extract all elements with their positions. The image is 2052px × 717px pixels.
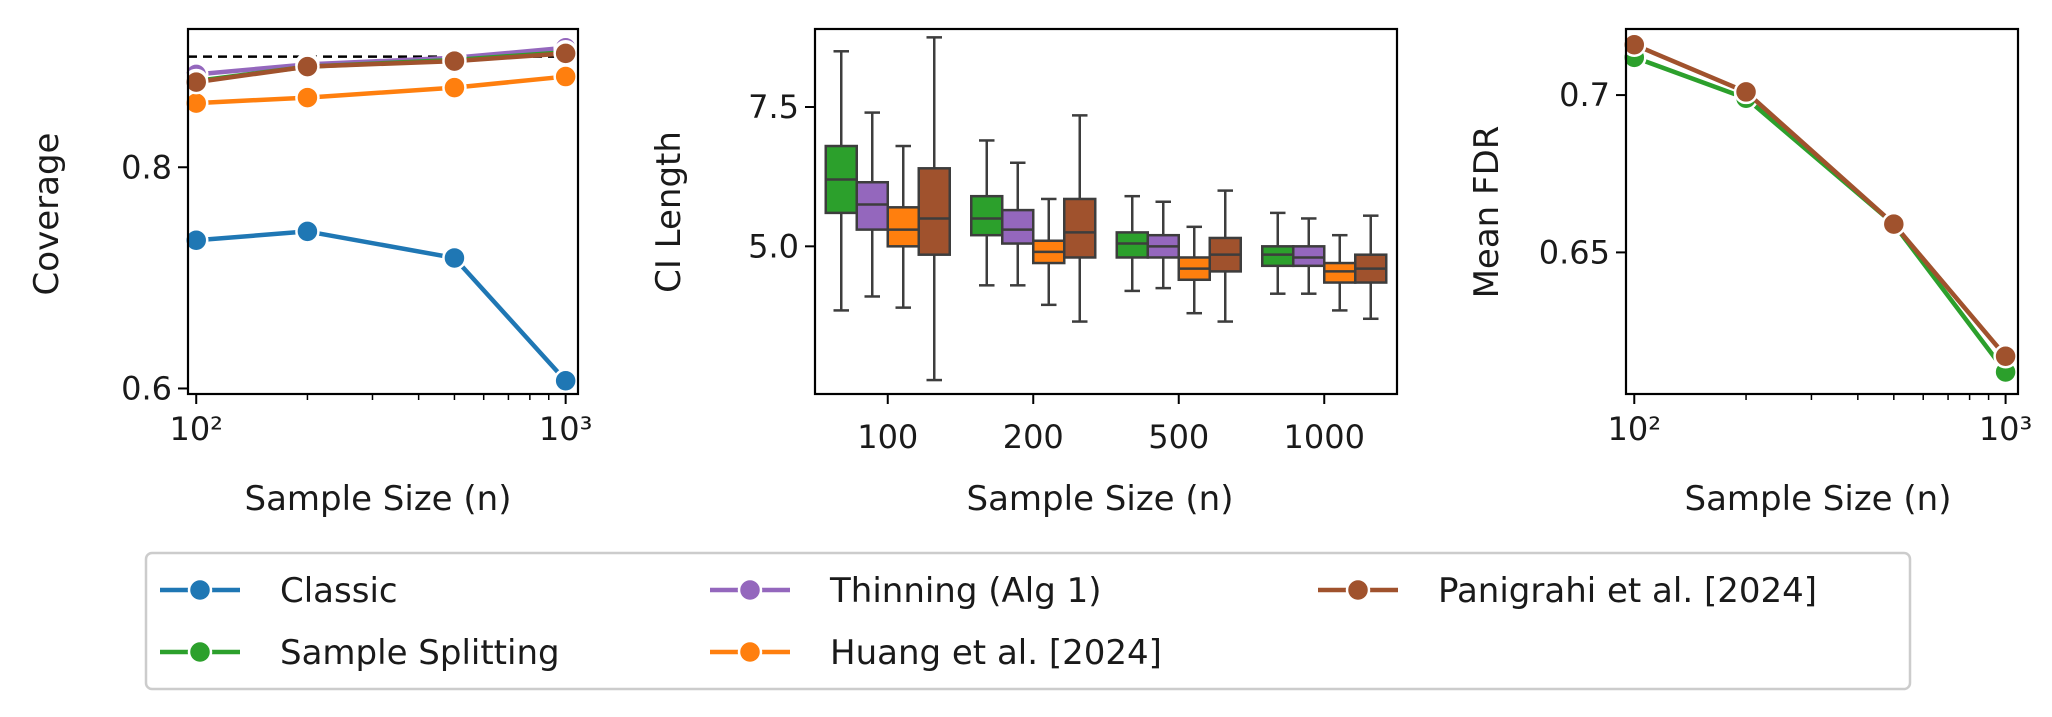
ci-length-panel: 100 200 500 1000 5.0 7.5 bbox=[748, 27, 1399, 456]
x-tick-label: 10³ bbox=[539, 410, 593, 448]
data-point bbox=[1622, 32, 1647, 57]
legend-frame bbox=[144, 551, 1912, 691]
data-point bbox=[1881, 211, 1907, 237]
y-tick-label: 5.0 bbox=[748, 227, 799, 265]
legend-swatch-marker bbox=[737, 639, 763, 665]
y-tick-label: 0.7 bbox=[1559, 76, 1610, 114]
x-tick-label: 10² bbox=[169, 410, 223, 448]
legend-label: Huang et al. [2024] bbox=[830, 633, 1162, 673]
data-point bbox=[295, 54, 320, 79]
legend-swatch-marker bbox=[737, 577, 763, 603]
data-point bbox=[295, 85, 320, 110]
plot-frame bbox=[186, 27, 580, 396]
y-tick-label: 0.65 bbox=[1539, 233, 1610, 271]
legend-swatch-marker bbox=[1345, 577, 1371, 603]
data-point bbox=[553, 64, 578, 89]
fdr-ylabel: Mean FDR bbox=[1467, 126, 1507, 299]
legend-label: Panigrahi et al. [2024] bbox=[1438, 571, 1817, 611]
x-tick-label: 500 bbox=[1148, 418, 1209, 456]
box bbox=[970, 194, 1004, 237]
series-line bbox=[1633, 55, 2008, 374]
data-point bbox=[442, 245, 467, 271]
box bbox=[855, 180, 889, 231]
fdr-panel: 0.65 0.7 10² 10³ bbox=[1539, 27, 2033, 448]
legend-label: Classic bbox=[280, 571, 398, 611]
y-tick-label: 7.5 bbox=[748, 88, 799, 126]
coverage-ylabel: Coverage bbox=[27, 133, 67, 296]
legend-swatch-marker bbox=[187, 577, 213, 603]
data-point bbox=[553, 368, 578, 393]
data-point bbox=[553, 41, 578, 66]
box bbox=[1115, 231, 1149, 259]
x-tick-label: 10³ bbox=[1979, 410, 2033, 448]
coverage-xlabel: Sample Size (n) bbox=[245, 479, 512, 519]
data-point bbox=[295, 219, 320, 244]
legend-swatch-marker bbox=[187, 639, 213, 665]
series-line bbox=[196, 229, 568, 383]
data-point bbox=[442, 48, 467, 74]
data-point bbox=[1993, 343, 2018, 369]
x-tick-label: 100 bbox=[857, 418, 918, 456]
data-point bbox=[183, 228, 209, 253]
series-line bbox=[1633, 42, 2008, 358]
coverage-panel: 0.6 0.8 10² 10³ bbox=[121, 27, 593, 448]
legend: Classic Sample Splitting Thinning (Alg 1) H… bbox=[144, 551, 1912, 691]
x-tick-label: 1000 bbox=[1284, 418, 1365, 456]
box bbox=[1261, 245, 1295, 268]
fdr-xlabel: Sample Size (n) bbox=[1685, 479, 1952, 519]
x-tick-label: 200 bbox=[1003, 418, 1064, 456]
box bbox=[1063, 197, 1097, 259]
data-point bbox=[183, 69, 209, 95]
y-tick-label: 0.6 bbox=[121, 369, 172, 407]
ci-ylabel: CI Length bbox=[649, 131, 689, 293]
plot-frame bbox=[813, 27, 1399, 396]
data-point bbox=[1733, 79, 1759, 105]
legend-label: Sample Splitting bbox=[280, 633, 560, 673]
box bbox=[917, 167, 951, 256]
box bbox=[1323, 261, 1357, 284]
series-line bbox=[195, 51, 566, 85]
x-tick-label: 10² bbox=[1607, 410, 1661, 448]
plot-frame bbox=[1624, 27, 2020, 396]
box bbox=[886, 206, 920, 248]
data-point bbox=[442, 75, 467, 100]
legend-label: Thinning (Alg 1) bbox=[829, 571, 1102, 611]
box bbox=[1292, 245, 1326, 268]
y-tick-label: 0.8 bbox=[121, 148, 172, 186]
ci-xlabel: Sample Size (n) bbox=[967, 479, 1234, 519]
series-line bbox=[196, 74, 566, 106]
box bbox=[1001, 208, 1035, 245]
legend-entries: Classic Sample Splitting Thinning (Alg 1) H… bbox=[160, 571, 1817, 673]
